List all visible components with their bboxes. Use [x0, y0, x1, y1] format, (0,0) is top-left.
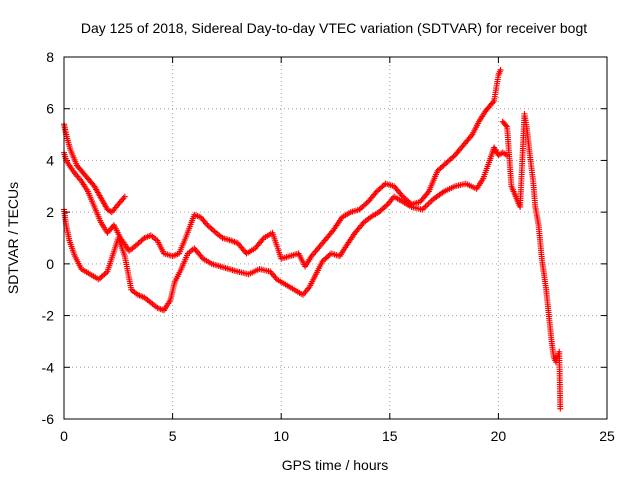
data-point: [357, 205, 364, 212]
data-point: [401, 194, 408, 201]
data-point: [379, 183, 386, 190]
y-tick-label: -6: [42, 411, 55, 427]
data-point: [380, 205, 387, 212]
grid-lines: [64, 57, 607, 419]
data-point: [447, 156, 454, 163]
data-point: [100, 272, 107, 279]
y-tick-label: 6: [46, 101, 54, 117]
x-tick-label: 15: [382, 428, 398, 444]
data-point: [139, 236, 146, 243]
y-tick-label: -4: [42, 359, 55, 375]
data-point: [489, 99, 496, 106]
data-point: [135, 240, 142, 247]
data-point: [132, 242, 139, 249]
data-point: [362, 201, 369, 208]
data-point: [444, 158, 451, 165]
data-point: [98, 273, 105, 280]
data-point: [399, 193, 406, 200]
data-point: [503, 122, 510, 129]
data-point: [325, 253, 332, 260]
series-track-b: [61, 66, 504, 270]
plot-frame: [63, 56, 608, 420]
data-point: [434, 167, 441, 174]
data-point: [443, 160, 450, 167]
data-point: [436, 166, 443, 173]
x-tick-label: 5: [169, 428, 177, 444]
data-points: [61, 66, 564, 412]
data-point: [359, 203, 366, 210]
x-axis-label: GPS time / hours: [282, 457, 389, 473]
data-point: [383, 202, 390, 209]
y-tick-label: 2: [46, 204, 54, 220]
series-track-c: [61, 121, 128, 216]
data-point: [378, 184, 385, 191]
data-point: [360, 202, 367, 209]
data-point: [438, 163, 445, 170]
y-tick-label: 8: [46, 49, 54, 65]
data-point: [402, 196, 409, 203]
data-point: [137, 238, 144, 245]
data-point: [450, 153, 457, 160]
data-point: [497, 66, 504, 73]
data-point: [208, 225, 215, 232]
data-point: [322, 255, 329, 262]
data-point: [446, 157, 453, 164]
data-point: [211, 228, 218, 235]
data-point: [557, 405, 564, 412]
data-point: [449, 154, 456, 161]
data-point: [204, 222, 211, 229]
series-track-d: [499, 110, 564, 412]
data-point: [437, 165, 444, 172]
data-point: [373, 188, 380, 195]
data-point: [375, 187, 382, 194]
data-point: [121, 193, 128, 200]
data-point: [363, 200, 370, 207]
data-point: [134, 241, 141, 248]
x-tick-label: 25: [599, 428, 615, 444]
data-point: [101, 271, 108, 278]
data-point: [356, 206, 363, 213]
data-point: [441, 161, 448, 168]
data-point: [377, 207, 384, 214]
data-point: [95, 276, 102, 283]
y-tick-label: 0: [46, 256, 54, 272]
data-point: [376, 185, 383, 192]
series-track-a: [61, 144, 511, 314]
data-point: [381, 203, 388, 210]
axis-ticks: -6 -4 -2 0 2 4 6 8 0 5 10 15 20 25: [42, 49, 615, 444]
data-point: [404, 197, 411, 204]
y-axis-label: SDTVAR / TECUs: [5, 182, 21, 294]
data-point: [440, 162, 447, 169]
data-point: [323, 254, 330, 261]
x-tick-label: 10: [273, 428, 289, 444]
data-point: [375, 209, 382, 216]
x-tick-label: 20: [491, 428, 507, 444]
y-tick-label: -2: [42, 308, 55, 324]
data-point: [378, 206, 385, 213]
chart-title: Day 125 of 2018, Sidereal Day-to-day VTE…: [81, 20, 587, 36]
data-point: [319, 258, 326, 265]
data-point: [102, 269, 109, 276]
data-point: [405, 198, 412, 205]
data-point: [97, 275, 104, 282]
y-tick-label: 4: [46, 152, 54, 168]
data-point: [207, 224, 214, 231]
x-tick-label: 0: [60, 428, 68, 444]
data-point: [320, 256, 327, 263]
data-point: [138, 237, 145, 244]
data-point: [210, 227, 217, 234]
data-point: [205, 223, 212, 230]
data-point: [107, 208, 114, 215]
